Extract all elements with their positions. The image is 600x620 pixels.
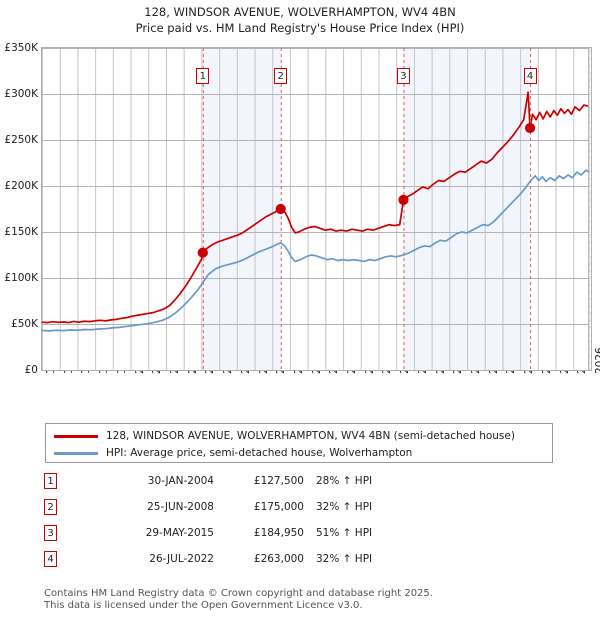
legend-label-hpi: HPI: Average price, semi-detached house,… xyxy=(106,447,413,459)
chart-legend: 128, WINDSOR AVENUE, WOLVERHAMPTON, WV4 … xyxy=(45,423,553,463)
footer-line-1: Contains HM Land Registry data © Crown c… xyxy=(44,588,433,599)
transaction-date: 26-JUL-2022 xyxy=(149,553,214,565)
footer-attribution: Contains HM Land Registry data © Crown c… xyxy=(44,588,564,612)
transaction-hpi-delta: 32% ↑ HPI xyxy=(316,553,373,565)
chart-svg xyxy=(42,48,591,370)
transaction-price: £175,000 xyxy=(253,501,304,513)
transaction-hpi-delta: 32% ↑ HPI xyxy=(316,501,373,513)
legend-swatch-hpi xyxy=(54,452,98,455)
transaction-hpi-delta: 51% ↑ HPI xyxy=(316,527,373,539)
page-title: 128, WINDSOR AVENUE, WOLVERHAMPTON, WV4 … xyxy=(0,4,600,36)
transaction-date: 30-JAN-2004 xyxy=(147,475,214,487)
legend-row-price-paid: 128, WINDSOR AVENUE, WOLVERHAMPTON, WV4 … xyxy=(46,426,552,446)
legend-label-price-paid: 128, WINDSOR AVENUE, WOLVERHAMPTON, WV4 … xyxy=(106,430,515,442)
legend-row-hpi: HPI: Average price, semi-detached house,… xyxy=(46,443,552,463)
y-axis-tick: £200K xyxy=(4,180,38,192)
y-axis-tick: £0 xyxy=(24,364,38,376)
transaction-index-badge: 4 xyxy=(44,551,57,567)
chart-marker-2: 2 xyxy=(274,68,288,84)
plot-area xyxy=(41,47,592,371)
table-row: 4 26-JUL-2022 £263,000 32% ↑ HPI xyxy=(44,548,464,574)
title-line-1: 128, WINDSOR AVENUE, WOLVERHAMPTON, WV4 … xyxy=(144,5,456,19)
transaction-price: £127,500 xyxy=(253,475,304,487)
transaction-index-badge: 1 xyxy=(44,473,57,489)
x-axis-tick: 2026 xyxy=(594,347,600,374)
y-axis-tick: £300K xyxy=(4,88,38,100)
transaction-index-badge: 3 xyxy=(44,525,57,541)
y-axis-tick: £50K xyxy=(11,318,38,330)
table-row: 2 25-JUN-2008 £175,000 32% ↑ HPI xyxy=(44,496,464,522)
table-row: 3 29-MAY-2015 £184,950 51% ↑ HPI xyxy=(44,522,464,548)
y-axis-tick: £150K xyxy=(4,226,38,238)
table-row: 1 30-JAN-2004 £127,500 28% ↑ HPI xyxy=(44,470,464,496)
chart-marker-3: 3 xyxy=(396,68,410,84)
legend-swatch-price-paid xyxy=(54,435,98,438)
transaction-date: 25-JUN-2008 xyxy=(147,501,214,513)
transaction-price: £184,950 xyxy=(253,527,304,539)
footer-line-2: This data is licensed under the Open Gov… xyxy=(44,600,363,611)
transaction-hpi-delta: 28% ↑ HPI xyxy=(316,475,373,487)
chart-marker-1: 1 xyxy=(196,68,210,84)
y-axis-tick: £350K xyxy=(4,42,38,54)
y-axis-tick: £100K xyxy=(4,272,38,284)
title-line-2: Price paid vs. HM Land Registry's House … xyxy=(135,21,465,35)
y-axis-tick: £250K xyxy=(4,134,38,146)
transaction-index-badge: 2 xyxy=(44,499,57,515)
transactions-table: 1 30-JAN-2004 £127,500 28% ↑ HPI 2 25-JUN-200… xyxy=(44,470,464,574)
transaction-price: £263,000 xyxy=(253,553,304,565)
price-chart: £0£50K£100K£150K£200K£250K£300K£350K 199… xyxy=(4,42,600,376)
transaction-date: 29-MAY-2015 xyxy=(145,527,214,539)
chart-marker-4: 4 xyxy=(523,68,537,84)
